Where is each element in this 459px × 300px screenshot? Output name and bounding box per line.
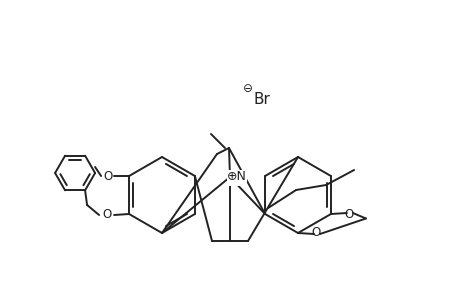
Text: ⊖: ⊖	[242, 82, 252, 94]
Text: O: O	[343, 208, 353, 220]
Text: O: O	[102, 208, 112, 221]
Text: O: O	[103, 169, 112, 182]
Text: O: O	[311, 226, 320, 239]
Text: Br: Br	[253, 92, 270, 107]
FancyBboxPatch shape	[226, 170, 246, 186]
Text: ⊕N: ⊕N	[227, 170, 246, 184]
